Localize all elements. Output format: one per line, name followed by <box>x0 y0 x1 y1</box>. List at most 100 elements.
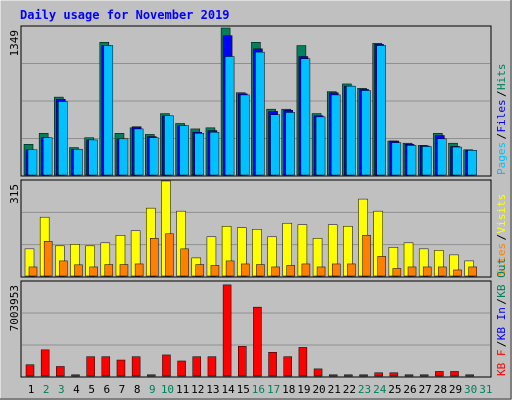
x-tick-day-4: 4 <box>73 383 80 396</box>
x-axis-day-labels: 1 2 3 4 5 6 7 8 9 10 11 12 13 14 15 16 17 18 19 20 21 22 23 24 2… <box>28 383 493 396</box>
x-tick-day-17: 17 <box>267 383 280 396</box>
bar-pages-day-29 <box>452 146 462 176</box>
bar-pages-day-7 <box>118 138 129 176</box>
bar-sites-day-29 <box>453 269 462 277</box>
bar-sites-day-1 <box>28 266 38 277</box>
bar-sites-day-9 <box>150 238 159 277</box>
bar-pages-day-10 <box>164 115 174 176</box>
x-tick-day-16: 16 <box>252 383 265 396</box>
bar-kbytes-day-29 <box>450 371 459 377</box>
bar-pages-day-25 <box>391 142 402 176</box>
bar-kbytes-day-6 <box>101 356 111 377</box>
legend-entry: KB In <box>495 307 508 340</box>
bar-sites-day-13 <box>210 265 220 277</box>
x-tick-day-20: 20 <box>312 383 325 396</box>
bar-kbytes-day-18 <box>283 356 292 377</box>
bar-sites-day-27 <box>422 266 432 277</box>
bar-kbytes-day-14 <box>222 284 232 377</box>
bar-sites-day-10 <box>165 233 174 277</box>
bar-pages-day-22 <box>346 85 356 176</box>
x-tick-day-23: 23 <box>358 383 371 396</box>
bar-pages-day-6 <box>103 45 114 176</box>
bar-kbytes-day-10 <box>162 354 171 377</box>
x-tick-day-8: 8 <box>134 383 141 396</box>
bar-kbytes-day-16 <box>253 306 262 377</box>
bar-kbytes-day-23 <box>359 374 368 377</box>
bar-kbytes-day-9 <box>147 374 156 377</box>
bar-sites-day-17 <box>271 266 280 277</box>
bar-kbytes-day-1 <box>25 364 35 377</box>
x-tick-day-12: 12 <box>191 383 204 396</box>
legend-entry: Files <box>495 99 508 132</box>
x-tick-day-2: 2 <box>43 383 50 396</box>
bar-kbytes-day-30 <box>465 374 474 377</box>
bar-pages-day-2 <box>42 137 53 176</box>
bar-kbytes-day-19 <box>298 347 308 377</box>
x-tick-day-29: 29 <box>449 383 462 396</box>
x-tick-day-7: 7 <box>119 383 126 396</box>
bar-kbytes-day-27 <box>419 374 429 377</box>
legend-separator: / <box>495 341 508 348</box>
legend-entry: Visits <box>495 194 508 234</box>
x-tick-day-6: 6 <box>103 383 110 396</box>
bar-pages-day-28 <box>437 138 447 176</box>
x-tick-day-10: 10 <box>161 383 174 396</box>
bar-kbytes-day-8 <box>131 356 141 377</box>
x-tick-day-22: 22 <box>343 383 356 396</box>
bar-sites-day-24 <box>377 256 386 277</box>
legend-entry: Hits <box>495 64 508 91</box>
legend-separator: / <box>495 133 508 140</box>
chart-panels: 1349Pages/Files/Hits315Sites/Visits70039… <box>8 25 508 378</box>
bar-kbytes-day-17 <box>268 351 277 377</box>
bar-kbytes-day-28 <box>435 371 444 377</box>
bar-pages-day-30 <box>467 150 477 176</box>
bar-pages-day-21 <box>330 94 341 176</box>
legend-separator: / <box>495 234 508 241</box>
bar-sites-day-18 <box>286 265 295 277</box>
panel-visits-sites: 315 Sites /Visits <box>8 179 508 278</box>
bar-kbytes-day-22 <box>344 374 353 377</box>
y-max-label: 315 <box>8 184 21 204</box>
bar-kbytes-day-11 <box>177 360 186 377</box>
bar-pages-day-18 <box>285 112 295 176</box>
bar-sites-day-19 <box>301 263 311 277</box>
bar-pages-day-15 <box>240 94 250 176</box>
bar-pages-day-3 <box>58 101 68 176</box>
legend-entry: KB F <box>495 350 508 377</box>
bar-sites-day-26 <box>407 266 417 277</box>
bar-sites-day-5 <box>89 266 98 277</box>
bar-sites-day-16 <box>256 264 265 277</box>
x-tick-day-26: 26 <box>403 383 416 396</box>
x-tick-day-24: 24 <box>373 383 387 396</box>
bar-sites-day-12 <box>195 264 205 277</box>
bar-sites-day-25 <box>392 268 402 277</box>
bar-sites-day-11 <box>180 248 189 277</box>
legend-entry: Pages <box>495 142 508 175</box>
x-tick-day-9: 9 <box>149 383 156 396</box>
bar-pages-day-20 <box>315 116 326 176</box>
legend-separator: / <box>495 298 508 305</box>
x-tick-day-13: 13 <box>206 383 219 396</box>
x-tick-day-31: 31 <box>479 383 492 396</box>
bar-sites-day-3 <box>59 260 68 277</box>
bar-pages-day-9 <box>149 137 159 176</box>
bar-pages-day-5 <box>88 139 98 176</box>
bar-pages-day-26 <box>406 145 417 176</box>
legend-entry: KB Out <box>495 258 508 298</box>
x-tick-day-5: 5 <box>88 383 95 396</box>
x-tick-day-21: 21 <box>328 383 341 396</box>
x-tick-day-11: 11 <box>176 383 189 396</box>
legend-separator: / <box>495 90 508 97</box>
bar-kbytes-day-21 <box>328 374 338 377</box>
bar-pages-day-13 <box>209 131 220 176</box>
bar-pages-day-4 <box>73 148 83 176</box>
bar-pages-day-8 <box>133 128 144 176</box>
bar-kbytes-day-12 <box>192 356 202 377</box>
bar-kbytes-day-15 <box>238 346 247 377</box>
bar-kbytes-day-7 <box>116 359 126 377</box>
bar-pages-day-27 <box>421 146 432 176</box>
x-tick-day-15: 15 <box>237 383 250 396</box>
bar-sites-day-21 <box>331 263 341 277</box>
